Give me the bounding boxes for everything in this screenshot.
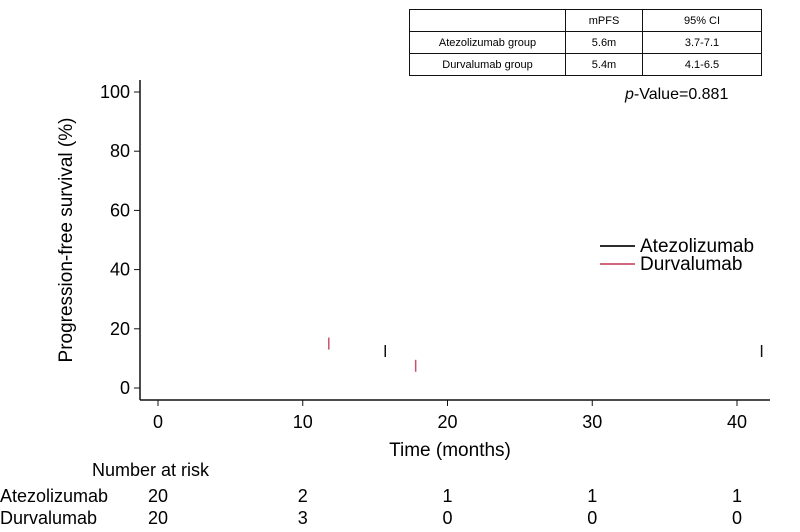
header-cell (409, 9, 566, 32)
risk-count: 2 (298, 486, 308, 506)
y-tick-label: 0 (120, 378, 130, 398)
x-tick-label: 30 (582, 412, 602, 432)
x-tick-label: 10 (293, 412, 313, 432)
risk-count: 1 (587, 486, 597, 506)
header-cell: mPFS (565, 9, 643, 32)
risk-count: 3 (298, 508, 308, 528)
stats-table: mPFS 95% CI Atezolizumab group 5.6m 3.7-7.1… (409, 9, 762, 76)
y-tick-label: 60 (110, 200, 130, 220)
cell: Atezolizumab group (409, 31, 566, 54)
risk-count: 0 (587, 508, 597, 528)
legend-label: Durvalumab (640, 254, 742, 275)
risk-row-label: Atezolizumab (0, 486, 108, 506)
x-tick-label: 40 (727, 412, 747, 432)
legend-label: Atezolizumab (640, 236, 754, 257)
y-tick-label: 100 (100, 82, 130, 102)
table-row: mPFS 95% CI (409, 9, 762, 32)
p-value: p-Value=0.881 (625, 86, 729, 103)
y-tick-label: 40 (110, 260, 130, 280)
risk-count: 0 (732, 508, 742, 528)
risk-count: 1 (442, 486, 452, 506)
cell: 3.7-7.1 (642, 31, 762, 54)
risk-count: 1 (732, 486, 742, 506)
table-row: Atezolizumab group 5.6m 3.7-7.1 (409, 31, 762, 54)
cell: 5.4m (565, 53, 643, 76)
header-cell: 95% CI (642, 9, 762, 32)
cell: 5.6m (565, 31, 643, 54)
y-axis-label: Progression-free survival (%) (56, 118, 77, 363)
risk-count: 0 (442, 508, 452, 528)
x-axis-label: Time (months) (389, 440, 511, 461)
risk-count: 20 (148, 486, 168, 506)
cell: Durvalumab group (409, 53, 566, 76)
table-row: Durvalumab group 5.4m 4.1-6.5 (409, 53, 762, 76)
risk-table-title: Number at risk (92, 460, 210, 480)
x-tick-label: 20 (437, 412, 457, 432)
y-tick-label: 20 (110, 319, 130, 339)
cell: 4.1-6.5 (642, 53, 762, 76)
x-tick-label: 0 (153, 412, 163, 432)
risk-count: 20 (148, 508, 168, 528)
y-tick-label: 80 (110, 141, 130, 161)
risk-row-label: Durvalumab (0, 508, 97, 528)
